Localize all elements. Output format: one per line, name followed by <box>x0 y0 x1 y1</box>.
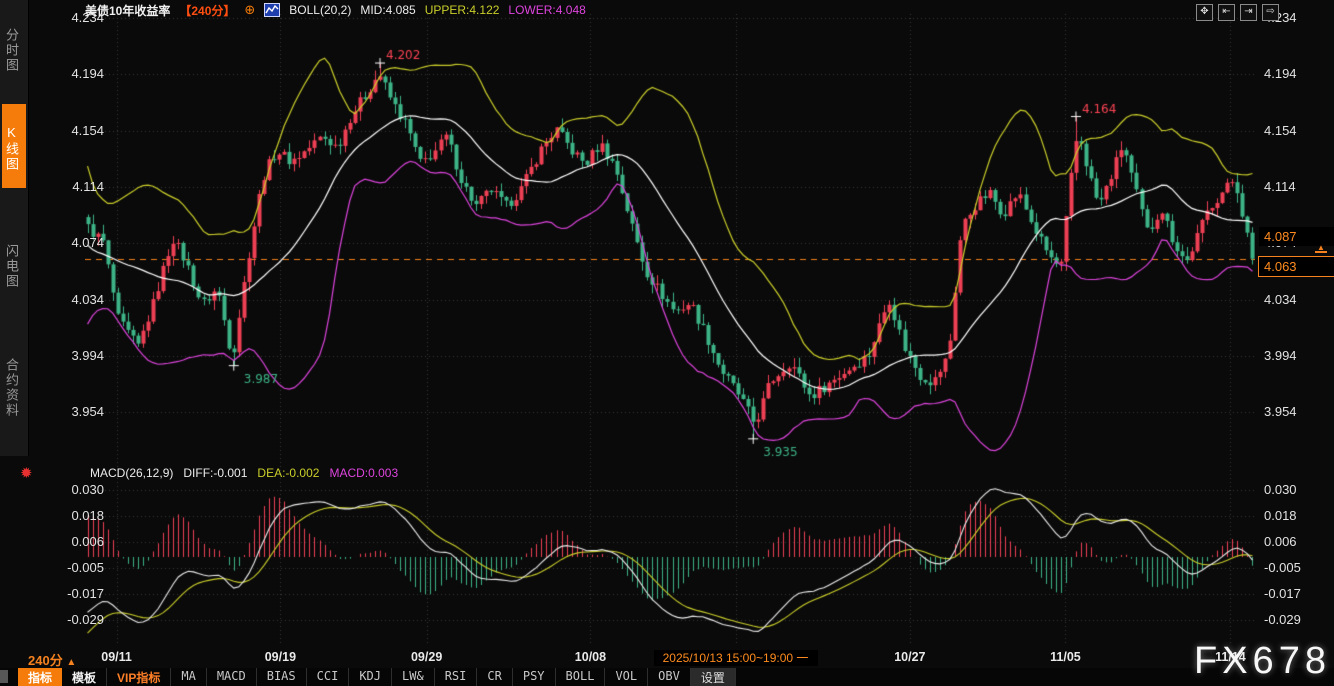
macd-header: MACD(26,12,9) DIFF:-0.001 DEA:-0.002 MAC… <box>90 466 398 480</box>
fx678-watermark: FX678 <box>1194 640 1331 683</box>
price-tick-label: 3.994 <box>36 348 104 364</box>
boll-lower-value: LOWER:4.048 <box>508 3 585 17</box>
toolbar-item[interactable]: BOLL <box>556 668 606 686</box>
toolbar-item[interactable]: OBV <box>648 668 691 686</box>
selected-candle-time-label: 2025/10/13 15:00~19:00 一 <box>654 650 818 666</box>
price-tick-label: 4.074 <box>36 235 104 251</box>
period-selector[interactable]: 240分 ▲ <box>28 650 76 669</box>
price-tick-label: 3.954 <box>1264 404 1332 420</box>
date-label: 10/27 <box>880 650 940 664</box>
price-tick-label: 4.034 <box>1264 292 1332 308</box>
macd-macd-value: MACD:0.003 <box>329 466 398 480</box>
macd-tick-label: -0.029 <box>1264 612 1332 628</box>
macd-tick-label: -0.005 <box>1264 560 1332 576</box>
sidebar-tab[interactable]: 闪电图 <box>2 222 26 306</box>
price-tick-label: 4.194 <box>36 66 104 82</box>
macd-tick-label: -0.017 <box>1264 586 1332 602</box>
pop-out-icon[interactable]: ⇨ <box>1262 4 1279 21</box>
toolbar-item[interactable]: CCI <box>307 668 350 686</box>
date-label: 11/05 <box>1035 650 1095 664</box>
macd-diff-value: DIFF:-0.001 <box>183 466 247 480</box>
price-tick-label: 4.154 <box>1264 123 1332 139</box>
price-tick-label: 4.034 <box>36 292 104 308</box>
time-axis: 240分 ▲ 09/1109/1909/2910/0810/2711/0511/… <box>0 648 1334 668</box>
toolbar-item[interactable]: MA <box>171 668 206 686</box>
sidebar-tab[interactable]: 分时图 <box>2 6 26 90</box>
toolbar-item[interactable]: KDJ <box>349 668 392 686</box>
price-tick-label: 4.154 <box>36 123 104 139</box>
date-label: 09/29 <box>397 650 457 664</box>
toolbar-item[interactable]: 设置 <box>691 668 736 686</box>
chart-header: 美债10年收益率 【240分】 ⊕ BOLL(20,2) MID:4.085 U… <box>85 2 586 18</box>
macd-tick-label: 0.030 <box>36 482 104 498</box>
instrument-title: 美债10年收益率 <box>85 2 170 19</box>
boll-upper-value: UPPER:4.122 <box>425 3 500 17</box>
toolbar-item[interactable]: CR <box>477 668 512 686</box>
macd-tick-label: -0.017 <box>36 586 104 602</box>
period-arrow-icon: ▲ <box>66 657 76 668</box>
macd-tick-label: 0.006 <box>36 534 104 550</box>
last-price-marker-icon: ▲ <box>1315 245 1327 253</box>
price-tick-label: 4.114 <box>1264 179 1332 195</box>
add-indicator-icon[interactable]: ⊕ <box>244 2 255 18</box>
price-tick-label: 3.954 <box>36 404 104 420</box>
sidebar-tab[interactable]: K线图 <box>2 104 26 188</box>
macd-tick-label: 0.018 <box>1264 508 1332 524</box>
macd-tick-label: -0.005 <box>36 560 104 576</box>
macd-tick-label: 0.030 <box>1264 482 1332 498</box>
price-tick-label: 3.994 <box>1264 348 1332 364</box>
axis-scale-right-icon[interactable]: ⇥ <box>1240 4 1257 21</box>
toolbar-item[interactable]: VOL <box>605 668 648 686</box>
boll-chart-icon[interactable] <box>264 3 280 17</box>
indicator-toolbar: 指标模板VIP指标MAMACDBIASCCIKDJLW&RSICRPSYBOLL… <box>0 668 1334 686</box>
macd-tick-label: 0.018 <box>36 508 104 524</box>
macd-dea-value: DEA:-0.002 <box>257 466 319 480</box>
main-chart-canvas[interactable] <box>85 0 1255 648</box>
toolbar-item[interactable]: PSY <box>513 668 556 686</box>
toolbar-item[interactable]: VIP指标 <box>107 668 171 686</box>
toolbar-item[interactable]: BIAS <box>257 668 307 686</box>
price-tick-label: 4.194 <box>1264 66 1332 82</box>
period-tag: 【240分】 <box>179 2 235 19</box>
axis-scale-left-icon[interactable]: ⇤ <box>1218 4 1235 21</box>
toolbar-item[interactable]: RSI <box>435 668 478 686</box>
indicator-settings-icon[interactable]: ✹ <box>20 465 33 483</box>
macd-tick-label: -0.029 <box>36 612 104 628</box>
boll-mid-value: MID:4.085 <box>360 3 415 17</box>
date-label: 09/19 <box>250 650 310 664</box>
toolbar-resize-handle[interactable] <box>0 670 8 683</box>
sidebar-tab[interactable]: 合约资料 <box>2 330 26 442</box>
toolbar-item[interactable]: LW& <box>392 668 435 686</box>
boll-params-label: BOLL(20,2) <box>289 3 351 17</box>
toolbar-item[interactable]: 指标 <box>18 668 62 686</box>
period-selector-label: 240分 <box>28 653 63 668</box>
toolbar-item[interactable]: MACD <box>207 668 257 686</box>
macd-tick-label: 0.006 <box>1264 534 1332 550</box>
last-price-box: 4.063 <box>1258 256 1334 277</box>
pan-icon[interactable]: ✥ <box>1196 4 1213 21</box>
date-label: 10/08 <box>560 650 620 664</box>
price-tick-label: 4.114 <box>36 179 104 195</box>
trading-app: 分时图 K线图闪电图合约资料 美债10年收益率 【240分】 ⊕ BOLL(20,… <box>0 0 1334 686</box>
toolbar-item[interactable]: 模板 <box>62 668 107 686</box>
window-tool-icons: ✥ ⇤ ⇥ ⇨ <box>1196 4 1279 21</box>
macd-params-label: MACD(26,12,9) <box>90 466 173 480</box>
date-label: 09/11 <box>87 650 147 664</box>
chart-type-sidebar: 分时图 K线图闪电图合约资料 <box>0 0 29 456</box>
